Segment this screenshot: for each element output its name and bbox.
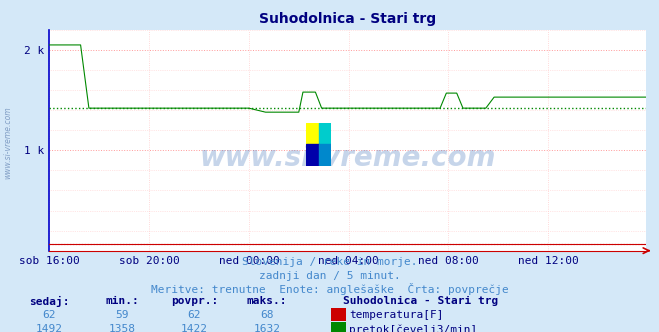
- Text: Slovenija / reke in morje.: Slovenija / reke in morje.: [242, 257, 417, 267]
- Polygon shape: [319, 144, 331, 166]
- Text: zadnji dan / 5 minut.: zadnji dan / 5 minut.: [258, 271, 401, 281]
- Text: min.:: min.:: [105, 296, 139, 306]
- Text: maks.:: maks.:: [246, 296, 287, 306]
- Polygon shape: [306, 123, 319, 144]
- Text: Suhodolnica - Stari trg: Suhodolnica - Stari trg: [343, 296, 498, 306]
- Polygon shape: [306, 144, 319, 166]
- Polygon shape: [319, 123, 331, 144]
- Text: 62: 62: [43, 310, 56, 320]
- Text: povpr.:: povpr.:: [171, 296, 218, 306]
- Text: 1492: 1492: [36, 324, 63, 332]
- Text: 1422: 1422: [181, 324, 208, 332]
- Text: pretok[čevelj3/min]: pretok[čevelj3/min]: [349, 324, 478, 332]
- Text: 1358: 1358: [109, 324, 135, 332]
- Text: www.si-vreme.com: www.si-vreme.com: [200, 144, 496, 172]
- Text: sedaj:: sedaj:: [29, 296, 70, 307]
- Text: 59: 59: [115, 310, 129, 320]
- Text: 68: 68: [260, 310, 273, 320]
- Title: Suhodolnica - Stari trg: Suhodolnica - Stari trg: [259, 12, 436, 26]
- Text: 62: 62: [188, 310, 201, 320]
- Text: www.si-vreme.com: www.si-vreme.com: [3, 107, 13, 179]
- Text: Meritve: trenutne  Enote: anglešaške  Črta: povprečje: Meritve: trenutne Enote: anglešaške Črta…: [151, 283, 508, 295]
- Text: temperatura[F]: temperatura[F]: [349, 310, 444, 320]
- Text: 1632: 1632: [254, 324, 280, 332]
